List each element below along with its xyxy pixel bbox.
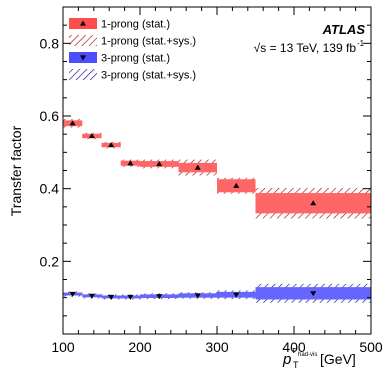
- svg-text:[GeV]: [GeV]: [320, 351, 356, 367]
- x-tick-label: 100: [51, 339, 75, 355]
- three-prong-marker-6: [233, 292, 240, 298]
- svg-text:T: T: [293, 360, 299, 370]
- svg-text:p: p: [282, 351, 291, 368]
- axis-tick-labels: 100 200 300 400 500 0.2 0.4 0.6 0.8: [40, 35, 383, 355]
- y-tick-label: 0.8: [40, 35, 60, 51]
- one-prong-marker-1: [88, 132, 95, 139]
- legend-swatch: [69, 69, 97, 80]
- y-axis-label: Transfer factor: [8, 125, 24, 216]
- svg-text:had-vis: had-vis: [298, 352, 317, 358]
- one-prong-marker-2: [108, 142, 115, 148]
- legend-label: 3-prong (stat.+sys.): [101, 70, 196, 82]
- x-tick-label: 500: [359, 339, 383, 355]
- data-markers: [69, 120, 317, 300]
- one-prong-marker-6: [233, 182, 240, 188]
- legend-swatch: [69, 35, 97, 46]
- three-prong-marker-4: [156, 294, 163, 300]
- three-prong-marker-2: [108, 294, 115, 300]
- legend-marker: [80, 20, 86, 26]
- svg-text:τ: τ: [292, 345, 296, 355]
- legend-label: 1-prong (stat.+sys.): [101, 36, 196, 48]
- y-tick-label: 0.4: [40, 181, 60, 197]
- x-tick-label: 300: [205, 339, 229, 355]
- three-prong-marker-3: [127, 294, 134, 300]
- three-prong-marker-0: [69, 291, 76, 298]
- y-tick-label: 0.6: [40, 108, 60, 124]
- legend-item: 3-prong (stat.): [69, 52, 170, 65]
- one-prong-marker-4: [156, 160, 163, 167]
- x-axis-label: p T τ had-vis [GeV]: [282, 345, 356, 370]
- one-prong-marker-3: [127, 160, 134, 166]
- legend-label: 1-prong (stat.): [101, 19, 170, 31]
- legend-marker: [80, 55, 86, 61]
- legend-label: 3-prong (stat.): [101, 53, 170, 65]
- three-prong-marker-5: [194, 293, 201, 299]
- x-tick-label: 200: [128, 339, 152, 355]
- x-tick-label: 400: [282, 339, 306, 355]
- legend-item: 1-prong (stat.+sys.): [69, 35, 196, 48]
- y-tick-label: 0.2: [40, 253, 60, 269]
- legend: 1-prong (stat.) 1-prong (stat.+sys.) 3-pro…: [69, 18, 196, 82]
- one-prong-marker-5: [194, 164, 201, 170]
- three-prong-marker-1: [88, 293, 95, 299]
- atlas-label: ATLAS: [322, 22, 366, 37]
- legend-item: 3-prong (stat.+sys.): [69, 69, 196, 82]
- legend-item: 1-prong (stat.): [69, 18, 170, 31]
- energy-label: √s = 13 TeV, 139 fb -1: [254, 39, 365, 55]
- svg-text:√s = 13 TeV, 139 fb: √s = 13 TeV, 139 fb: [254, 41, 357, 55]
- svg-text:-1: -1: [357, 39, 365, 48]
- one-prong-marker-0: [69, 120, 76, 126]
- three-prong-marker-7: [310, 291, 317, 297]
- one-prong-marker-7: [310, 200, 317, 206]
